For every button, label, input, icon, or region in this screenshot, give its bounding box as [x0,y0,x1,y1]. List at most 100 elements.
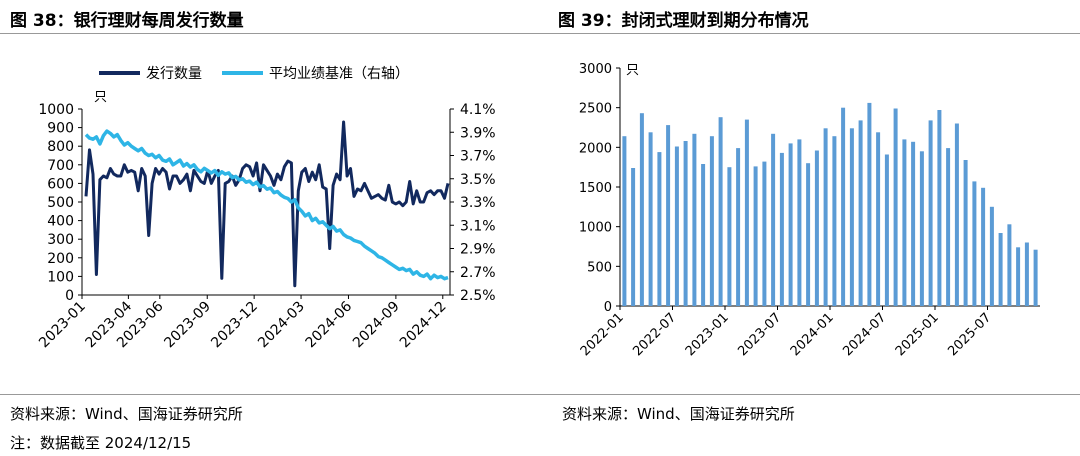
bar-2024-05 [867,102,872,307]
bar-2025-05 [972,181,977,306]
bar-2022-11 [709,136,714,306]
y-tick-label: 3000 [579,62,612,77]
top-divider [0,33,1080,34]
bar-2024-09 [902,139,907,306]
source-right: 资料来源：Wind、国海证券研究所 [562,405,795,423]
bar-2024-01 [832,136,837,306]
left-tick-label: 300 [47,232,74,248]
data-cutoff-note: 注：数据截至 2024/12/15 [10,434,192,452]
right-tick-label: 4.1% [460,102,496,118]
bar-2025-02 [946,148,951,306]
y-tick-label: 1000 [579,221,612,236]
bar-2025-03 [954,123,959,306]
left-tick-label: 600 [47,176,74,192]
bar-2023-11 [814,150,819,306]
y-tick-label: 0 [604,300,612,315]
bar-2022-09 [692,133,697,306]
right-tick-label: 3.1% [460,218,496,234]
right-tick-label: 2.5% [460,288,496,304]
y-tick-label: 1500 [579,181,612,196]
x-tick-label: 2025-07 [945,310,994,359]
x-tick-label: 2025-01 [893,310,942,359]
bar-2024-12 [928,120,933,307]
bar-2025-11 [1024,242,1029,306]
x-tick-label: 2024-03 [255,299,308,352]
bar-2025-12 [1033,249,1038,306]
bar-2023-10 [806,163,811,306]
bar-2023-04 [753,166,758,306]
left-tick-label: 400 [47,214,74,230]
x-tick-label: 2023-09 [161,299,214,352]
bar-2022-02 [631,168,636,306]
left-tick-label: 200 [47,251,74,267]
bar-2024-03 [849,128,854,306]
bar-2023-12 [823,128,828,306]
right-tick-label: 3.7% [460,149,496,165]
series-line-benchmark [84,129,449,281]
x-tick-label: 2023-12 [208,299,261,352]
right-tick-label: 3.5% [460,172,496,188]
bar-2025-04 [963,160,968,306]
bar-2024-04 [858,120,863,307]
bar-2023-08 [788,143,793,306]
bar-2022-08 [683,141,688,306]
bottom-divider [0,394,1080,395]
bar-2025-06 [981,187,986,306]
x-tick-label: 2023-07 [735,310,784,359]
x-tick-label: 2024-06 [303,298,356,351]
bar-2022-12 [718,117,723,306]
left-tick-label: 500 [47,195,74,211]
left-tick-label: 900 [47,121,74,137]
left-tick-label: 1000 [38,102,74,118]
bar-2023-03 [744,119,749,306]
figure-38-title: 图 38：银行理财每周发行数量 [10,11,244,31]
bar-2022-06 [666,125,671,306]
x-tick-label: 2024-09 [350,299,403,352]
bar-2024-07 [884,154,889,306]
bar-2022-03 [639,113,644,306]
legend-label-issuance: 发行数量 [146,66,202,82]
y-axis-unit: 只 [626,63,639,78]
left-tick-label: 700 [47,158,74,174]
figure-39-title: 图 39：封闭式理财到期分布情况 [558,11,809,31]
bar-2022-04 [648,132,653,306]
y-tick-label: 2500 [579,102,612,117]
x-tick-label: 2023-01 [683,310,732,359]
bar-2023-01 [727,167,732,306]
x-tick-label: 2023-01 [36,299,89,352]
bar-2023-05 [762,161,767,306]
bar-2024-11 [919,151,924,306]
left-axis-unit: 只 [94,90,107,105]
bar-2022-01 [622,136,627,306]
x-tick-label: 2024-07 [840,310,889,359]
bar-2024-08 [893,108,898,306]
y-tick-label: 2000 [579,141,612,156]
left-tick-label: 0 [65,288,74,304]
bar-2024-10 [911,141,916,306]
left-tick-label: 100 [47,269,74,285]
bar-2025-07 [989,206,994,306]
bar-2024-06 [876,132,881,306]
bar-2025-08 [998,233,1003,306]
source-left: 资料来源：Wind、国海证券研究所 [10,405,243,423]
right-tick-label: 2.7% [460,265,496,281]
bar-2023-07 [779,152,784,306]
bar-2022-05 [657,152,662,306]
bar-2025-01 [937,110,942,306]
left-tick-label: 800 [47,139,74,155]
bar-2023-06 [771,133,776,306]
y-tick-label: 500 [587,260,612,275]
right-tick-label: 3.3% [460,195,496,211]
bar-2022-10 [701,164,706,306]
right-tick-label: 2.9% [460,242,496,258]
right-tick-label: 3.9% [460,125,496,141]
legend-label-benchmark: 平均业绩基准（右轴） [269,65,409,82]
x-tick-label: 2022-07 [630,310,679,359]
series-line-issuance [84,120,450,288]
bar-2024-02 [841,107,846,306]
bar-2025-10 [1016,247,1021,306]
bar-2023-09 [797,139,802,306]
bar-2022-07 [674,146,679,306]
x-tick-label: 2022-01 [578,310,627,359]
